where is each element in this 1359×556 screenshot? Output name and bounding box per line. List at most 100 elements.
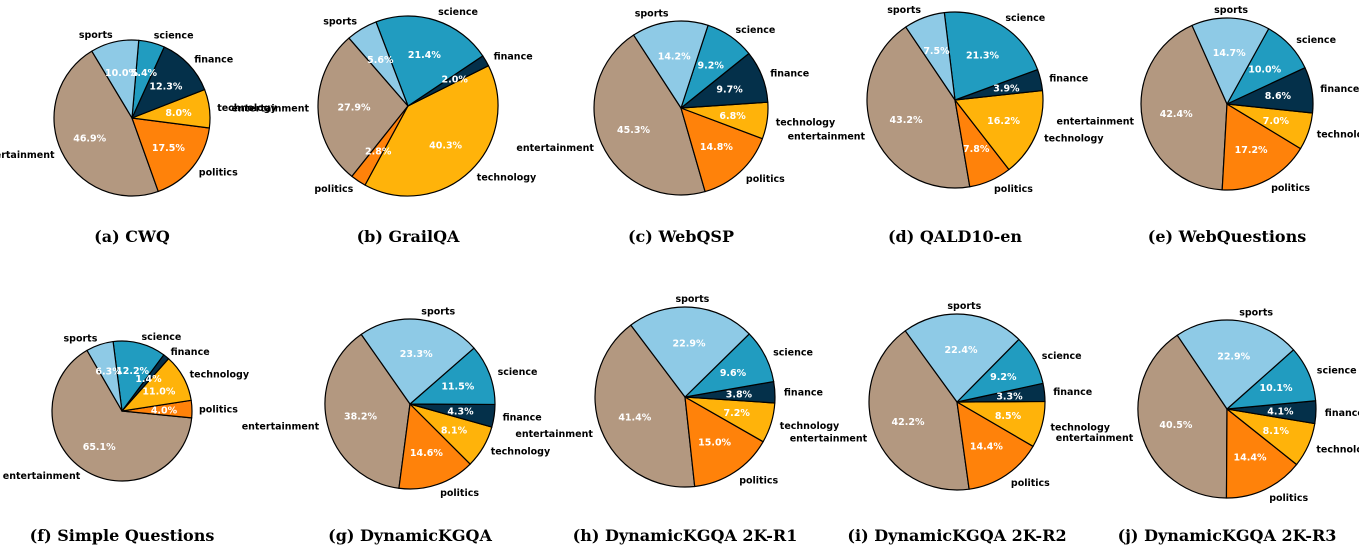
pct-label-entertainment: 45.3%: [617, 125, 650, 136]
category-label-sports: sports: [635, 9, 669, 20]
category-label-science: science: [142, 332, 182, 343]
pct-label-technology: 8.5%: [995, 411, 1022, 422]
category-label-technology: technology: [217, 103, 277, 114]
category-label-entertainment: entertainment: [242, 422, 320, 433]
category-label-technology: technology: [1316, 444, 1359, 455]
pct-label-politics: 14.8%: [700, 142, 733, 153]
category-label-entertainment: entertainment: [232, 104, 310, 115]
pct-label-science: 9.6%: [720, 368, 747, 379]
pie-chart-2: 27.9% entertainment 2.8% politics 40.3% techn…: [232, 7, 538, 246]
slice-politics: [684, 396, 764, 488]
pie-chart-5: 42.4% entertainment 17.2% politics 7.0% techn…: [1057, 5, 1359, 246]
category-label-technology: technology: [776, 118, 836, 129]
pct-label-sports: 10.0%: [105, 68, 138, 79]
pct-label-technology: 8.1%: [441, 425, 468, 436]
slice-entertainment: [317, 37, 409, 177]
category-label-science: science: [154, 31, 194, 42]
chart-caption: (d) QALD10-en: [888, 227, 1022, 246]
pie-chart-1: 46.9% entertainment 17.5% politics 8.0% techn…: [0, 30, 277, 246]
pct-label-sports: 23.3%: [400, 349, 433, 360]
pct-label-sports: 22.4%: [945, 345, 978, 356]
pct-label-technology: 11.0%: [142, 386, 175, 397]
pct-label-entertainment: 65.1%: [83, 442, 116, 453]
chart-caption: (b) GrailQA: [357, 227, 460, 246]
category-label-science: science: [1005, 13, 1045, 24]
category-label-sports: sports: [1214, 5, 1248, 16]
category-label-science: science: [498, 367, 538, 378]
pie-chart-6: 65.1% entertainment 4.0% politics 11.0% techn…: [3, 332, 250, 545]
category-label-science: science: [1296, 35, 1336, 46]
category-label-entertainment: entertainment: [3, 471, 81, 482]
pct-label-technology: 6.8%: [719, 111, 746, 122]
category-label-entertainment: entertainment: [1056, 433, 1134, 444]
category-label-sports: sports: [64, 334, 98, 345]
category-label-technology: technology: [1044, 133, 1104, 144]
pct-label-science: 9.2%: [698, 61, 725, 72]
slice-technology: [364, 65, 499, 197]
category-label-science: science: [736, 25, 776, 36]
slice-politics: [680, 107, 764, 193]
pct-label-entertainment: 42.4%: [1160, 109, 1193, 120]
slice-entertainment: [51, 349, 193, 482]
pct-label-entertainment: 42.2%: [892, 417, 925, 428]
pct-label-finance: 3.8%: [726, 390, 753, 401]
slice-entertainment: [866, 26, 971, 189]
category-label-technology: technology: [1051, 423, 1111, 434]
pct-label-politics: 17.2%: [1235, 145, 1268, 156]
pct-label-sports: 5.6%: [367, 55, 394, 66]
category-label-finance: finance: [503, 413, 542, 424]
pct-label-finance: 4.3%: [447, 407, 474, 418]
slice-sports: [91, 39, 140, 119]
category-label-politics: politics: [440, 488, 479, 499]
pie-chart-10: 40.5% entertainment 14.4% politics 8.1% techn…: [1056, 307, 1359, 545]
category-label-finance: finance: [1325, 408, 1359, 419]
category-label-finance: finance: [171, 347, 210, 358]
category-label-finance: finance: [194, 54, 233, 65]
slice-entertainment: [593, 34, 706, 196]
chart-caption: (c) WebQSP: [628, 227, 734, 246]
pie-chart-9: 42.2% entertainment 14.4% politics 8.5% techn…: [790, 301, 1111, 545]
pct-label-science: 5.4%: [131, 68, 158, 79]
chart-caption: (h) DynamicKGQA 2K-R1: [573, 526, 798, 545]
pct-label-technology: 8.1%: [1263, 426, 1290, 437]
slice-politics: [398, 403, 471, 490]
category-label-finance: finance: [770, 69, 809, 80]
slice-entertainment: [53, 50, 159, 197]
pct-label-politics: 14.4%: [970, 441, 1003, 452]
pie-chart-3: 45.3% entertainment 14.8% politics 6.8% techn…: [516, 9, 836, 246]
category-label-science: science: [438, 7, 478, 18]
slice-entertainment: [1137, 334, 1228, 499]
slice-sports: [905, 12, 956, 101]
category-label-finance: finance: [1049, 73, 1088, 84]
category-label-sports: sports: [947, 301, 981, 312]
pct-label-finance: 1.4%: [135, 374, 162, 385]
pct-label-technology: 7.2%: [724, 408, 751, 419]
category-label-politics: politics: [199, 167, 238, 178]
category-label-technology: technology: [190, 370, 250, 381]
category-label-entertainment: entertainment: [515, 429, 593, 440]
pct-label-sports: 14.7%: [1213, 48, 1246, 59]
pct-label-finance: 3.9%: [993, 84, 1020, 95]
pct-label-finance: 2.0%: [442, 74, 469, 85]
slice-politics: [1221, 103, 1302, 191]
pct-label-politics: 17.5%: [152, 143, 185, 154]
pct-label-science: 11.5%: [441, 382, 474, 393]
pct-label-science: 12.2%: [116, 366, 149, 377]
slice-technology: [954, 89, 1044, 171]
pct-label-politics: 4.0%: [151, 405, 178, 416]
pct-label-sports: 7.5%: [923, 46, 950, 57]
category-label-politics: politics: [1271, 183, 1310, 194]
pct-label-sports: 22.9%: [1217, 352, 1250, 363]
chart-caption: (f) Simple Questions: [30, 526, 215, 545]
category-label-sports: sports: [887, 5, 921, 16]
slice-politics: [131, 117, 210, 193]
slice-entertainment: [324, 333, 411, 489]
pct-label-finance: 12.3%: [149, 81, 182, 92]
category-label-politics: politics: [199, 404, 238, 415]
pct-label-finance: 4.1%: [1267, 406, 1294, 417]
category-label-entertainment: entertainment: [0, 150, 55, 161]
pct-label-sports: 14.2%: [658, 52, 691, 63]
pct-label-politics: 15.0%: [698, 438, 731, 449]
slice-entertainment: [868, 330, 970, 491]
slice-politics: [1225, 408, 1298, 499]
